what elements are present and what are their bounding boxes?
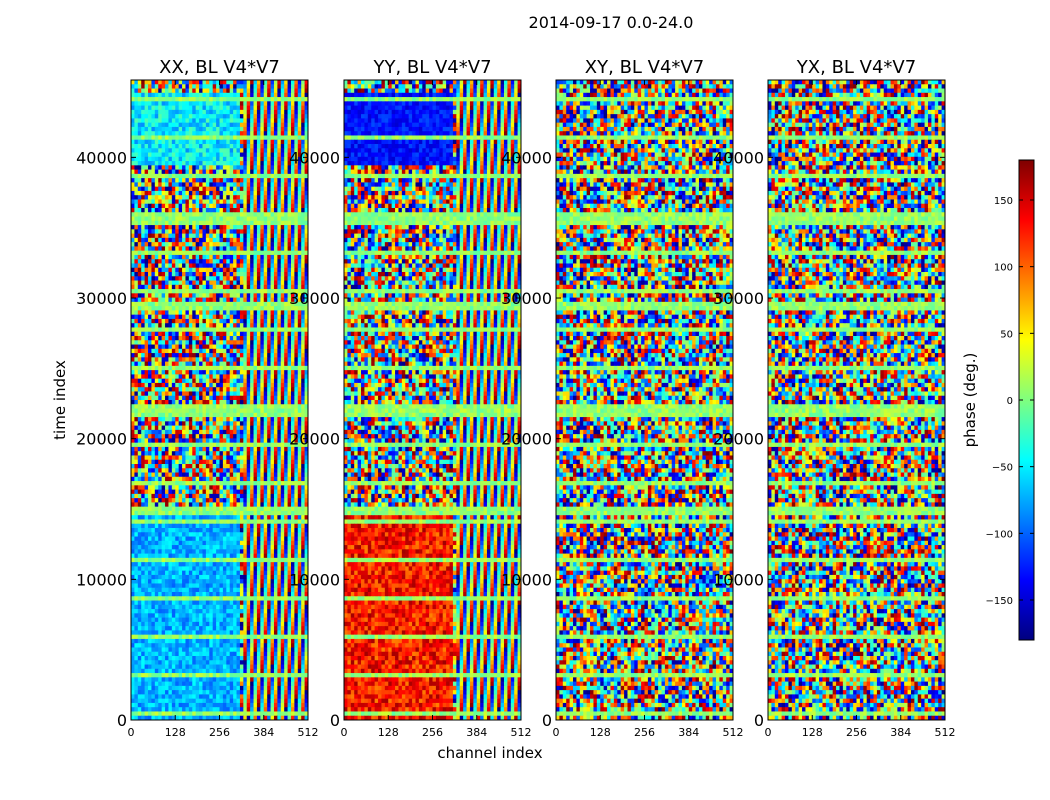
y-tick-label: 10000 — [501, 570, 552, 589]
x-tick-label: 0 — [765, 726, 772, 739]
y-tick-label: 10000 — [289, 570, 340, 589]
colorbar: −150 −100 −50 0 50 100 150 — [986, 159, 1035, 641]
colorbar-tick-label: 100 — [994, 263, 1013, 274]
x-tick-label: 256 — [422, 726, 443, 739]
y-tick-label: 30000 — [289, 289, 340, 308]
colorbar-tick-label: −50 — [992, 463, 1013, 474]
x-tick-label: 256 — [846, 726, 867, 739]
y-tick-label: 0 — [542, 711, 552, 730]
x-tick-label: 0 — [128, 726, 135, 739]
x-tick-label: 128 — [802, 726, 823, 739]
panel-title-0: XX, BL V4*V7 — [159, 57, 280, 78]
x-tick-label: 512 — [935, 726, 956, 739]
panel-title-2: XY, BL V4*V7 — [585, 57, 704, 78]
panel-1: YY, BL V4*V7 0 128 256 384 512 0 10000 20000 3000… — [289, 57, 531, 739]
x-tick-label: 512 — [723, 726, 744, 739]
x-tick-label: 128 — [165, 726, 186, 739]
y-tick-label: 0 — [330, 711, 340, 730]
y-tick-label: 10000 — [76, 570, 127, 589]
y-tick-label: 40000 — [289, 148, 340, 167]
y-tick-label: 20000 — [713, 430, 764, 449]
phase-image-1 — [344, 80, 521, 720]
colorbar-label: phase (deg.) — [961, 353, 979, 448]
x-axis-label: channel index — [437, 744, 542, 762]
phase-image-3 — [768, 80, 945, 720]
x-tick-label: 256 — [634, 726, 655, 739]
y-tick-label: 30000 — [501, 289, 552, 308]
x-tick-label: 384 — [253, 726, 274, 739]
colorbar-tick-label: −150 — [986, 596, 1013, 607]
phase-image-0 — [131, 80, 308, 720]
y-tick-label: 40000 — [713, 148, 764, 167]
panel-3: YX, BL V4*V7 0 128 256 384 512 0 10000 20000 3000… — [713, 57, 955, 739]
y-tick-label: 20000 — [501, 430, 552, 449]
x-tick-label: 384 — [466, 726, 487, 739]
colorbar-tick-label: 150 — [994, 196, 1013, 207]
y-tick-label: 30000 — [76, 289, 127, 308]
x-tick-label: 128 — [378, 726, 399, 739]
y-tick-label: 10000 — [713, 570, 764, 589]
y-tick-label: 40000 — [501, 148, 552, 167]
x-tick-label: 0 — [553, 726, 560, 739]
x-tick-label: 384 — [678, 726, 699, 739]
y-tick-label: 30000 — [713, 289, 764, 308]
y-tick-label: 20000 — [76, 430, 127, 449]
y-tick-label: 40000 — [76, 148, 127, 167]
y-tick-label: 0 — [754, 711, 764, 730]
phase-image-2 — [556, 80, 733, 720]
panel-0: XX, BL V4*V7 0 128 256 384 512 0 10000 20000 3000… — [76, 57, 318, 739]
x-tick-label: 256 — [209, 726, 230, 739]
panel-title-3: YX, BL V4*V7 — [796, 57, 916, 78]
y-axis-label: time index — [51, 360, 69, 440]
x-tick-label: 512 — [511, 726, 532, 739]
figure-title: 2014-09-17 0.0-24.0 — [529, 13, 694, 32]
panel-title-1: YY, BL V4*V7 — [372, 57, 491, 78]
colorbar-tick-label: 50 — [1000, 329, 1013, 340]
panel-2: XY, BL V4*V7 0 128 256 384 512 0 10000 20000 3000… — [501, 57, 743, 739]
x-tick-label: 0 — [341, 726, 348, 739]
x-tick-label: 512 — [298, 726, 319, 739]
colorbar-tick-label: −100 — [986, 529, 1013, 540]
y-tick-label: 20000 — [289, 430, 340, 449]
x-tick-label: 384 — [890, 726, 911, 739]
heatmap-panels: XX, BL V4*V7 0 128 256 384 512 0 10000 20000 3000… — [76, 57, 955, 739]
colorbar-tick-label: 0 — [1007, 396, 1013, 407]
y-tick-label: 0 — [117, 711, 127, 730]
x-tick-label: 128 — [590, 726, 611, 739]
